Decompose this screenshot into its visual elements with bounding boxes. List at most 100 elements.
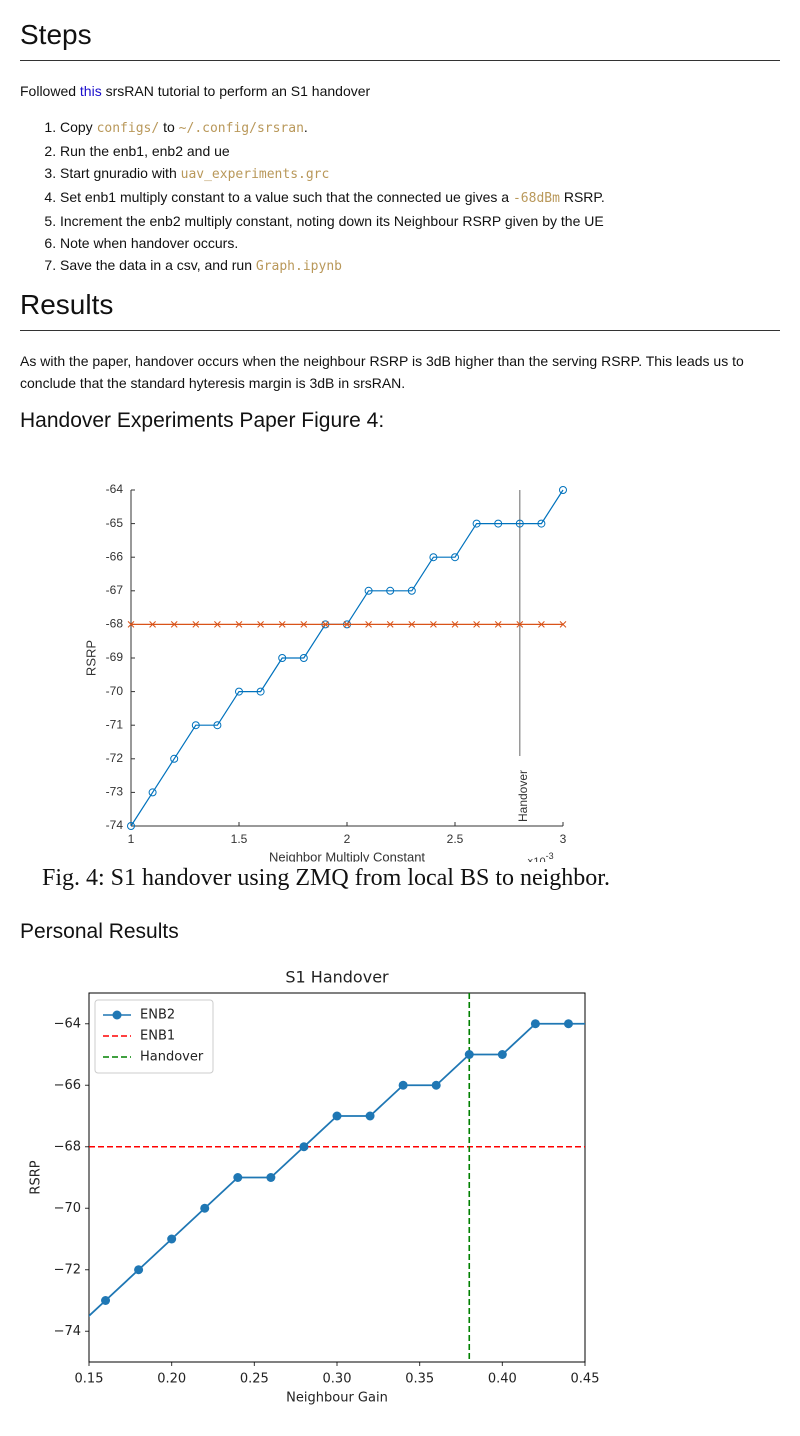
text: Start gnuradio with [60,165,181,181]
marker [191,721,200,730]
marker [451,621,459,628]
y-tick-label: −64 [54,1016,81,1031]
x-tick-label: 2 [344,832,351,846]
marker [127,621,135,628]
figure-heading: Handover Experiments Paper Figure 4: [20,409,385,432]
y-tick-label: -64 [106,482,124,496]
marker [494,519,503,528]
marker [515,519,524,528]
step: Note when handover occurs. [60,232,605,254]
marker [497,1050,507,1059]
step: Start gnuradio with uav_experiments.grc [60,162,605,186]
x-tick-label: 3 [560,832,567,846]
marker [365,621,372,628]
y-tick-label: -71 [106,717,124,731]
y-tick-label: -66 [106,549,124,563]
marker [332,1111,342,1121]
text: to [159,119,179,135]
y-tick-label: -69 [106,650,124,664]
step: Copy configs/ to ~/.config/srsran. [60,116,605,140]
marker [322,621,329,628]
link[interactable]: this [79,83,102,99]
marker [101,1296,111,1305]
inline-code: ~/.config/srsran [178,121,304,136]
text: . [303,119,308,135]
y-tick-label: −68 [54,1139,81,1154]
marker [386,586,395,595]
marker [464,1050,474,1059]
marker [494,621,502,628]
marker [266,1173,276,1182]
marker [127,822,135,830]
marker [429,553,438,562]
marker [563,1019,573,1029]
marker [343,621,351,628]
y-tick-label: -65 [106,516,124,530]
marker [516,621,524,628]
y-tick-label: -70 [106,684,124,698]
marker [537,519,546,528]
text: Set enb1 multiply constant to a value su… [60,189,513,205]
text: srsRAN tutorial to perform an S1 handove… [101,83,371,99]
text: Note when handover occurs. [60,235,239,251]
series-line [130,489,564,827]
marker [597,1019,606,1028]
marker [559,486,567,494]
marker [365,1111,375,1121]
marker [233,1173,243,1182]
personal-heading: Personal Results [20,920,179,943]
multiplier-base: ×10 [527,856,546,862]
marker [398,1080,408,1090]
x-axis-label: Neighbor Multiply Constant [269,849,425,862]
legend-label: ENB1 [140,1029,175,1044]
marker [256,687,265,696]
plot-frame [88,992,586,1363]
text: Copy [60,119,97,135]
marker [473,621,480,628]
marker [364,586,373,595]
marker [472,519,481,528]
personal-chart: −74 −72 −70 −68 −66 −64 0.15 0.20 0.25 0.30 0.35 0.… [29,968,606,1406]
legend-marker [112,1010,122,1020]
plot-area [89,993,606,1362]
chart-title: S1 Handover [285,968,389,987]
marker [235,621,243,628]
steps-intro: Followed this srsRAN tutorial to perform… [20,82,370,100]
legend-label: ENB2 [140,1008,175,1023]
legend-label: Handover [140,1050,204,1065]
marker [430,621,437,628]
marker [407,586,416,595]
marker [278,654,287,662]
marker [170,621,178,628]
text: Followed [20,83,80,99]
y-tick-label: -67 [106,583,124,597]
x-tick-label: 0.20 [157,1372,186,1387]
x-tick-label: 0.45 [571,1372,600,1387]
y-axis-label: RSRP [83,640,98,676]
marker [431,1080,441,1090]
marker [530,1019,540,1029]
step: Increment the enb2 multiply constant, no… [60,210,605,232]
x-tick-label: 2.5 [447,832,464,846]
text: Run the enb1, enb2 and ue [60,143,230,159]
inline-code: uav_experiments.grc [180,167,330,182]
y-tick-label: −72 [54,1262,81,1277]
figure-caption: Fig. 4: S1 handover using ZMQ from local… [42,865,610,891]
x-tick-label: 0.15 [75,1372,104,1387]
marker [235,687,243,696]
marker [257,621,264,628]
paper-chart: -74 -73 -72 -71 -70 -69 -68 -67 -66 -65 -64 1 1.5 2 2.… [83,482,567,862]
plot-area [127,486,567,830]
marker [278,621,286,628]
results-heading: Results [20,289,114,320]
y-tick-label: −74 [54,1324,81,1339]
y-tick-label: −66 [54,1078,81,1093]
marker [559,621,567,628]
marker [214,621,221,628]
marker [134,1265,144,1275]
marker [148,788,157,797]
multiplier-exponent: -3 [546,851,554,861]
inline-code: configs/ [96,121,160,136]
y-tick-label: −70 [54,1201,81,1216]
